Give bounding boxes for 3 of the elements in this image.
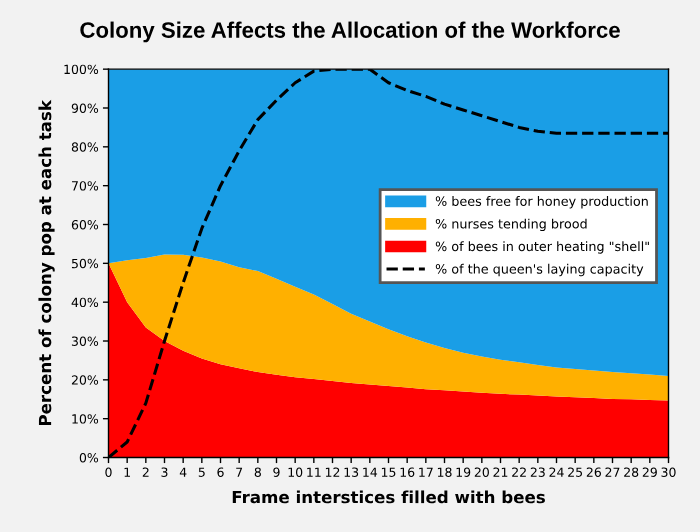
chart-title: Colony Size Affects the Allocation of the Workforce [80,21,620,43]
x-axis-title: Frame interstices filled with bees [232,490,545,504]
y-axis-title: Percent of colony pop at each task [38,99,55,426]
